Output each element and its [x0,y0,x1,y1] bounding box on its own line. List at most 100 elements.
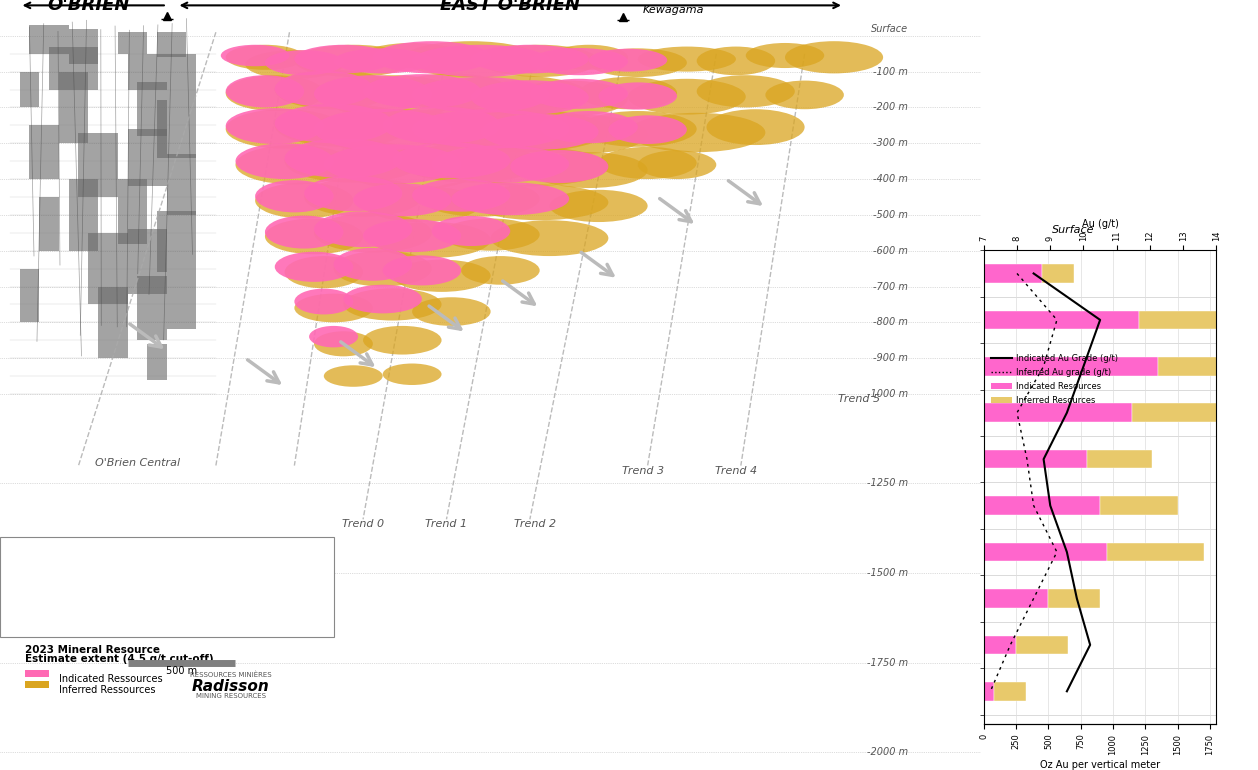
Text: Trend 3: Trend 3 [621,466,664,476]
Bar [1048,589,1101,608]
Bar [984,543,1107,561]
Ellipse shape [530,152,648,188]
Text: Trend 4: Trend 4 [715,466,757,476]
Ellipse shape [638,46,736,72]
Ellipse shape [284,256,364,288]
Ellipse shape [343,285,421,313]
Bar [1159,357,1258,376]
Bar [157,211,196,272]
Ellipse shape [235,143,333,179]
Bar [984,497,1101,515]
Bar [1016,635,1068,654]
Ellipse shape [431,75,589,115]
Bar [69,28,98,65]
Ellipse shape [530,79,628,109]
Ellipse shape [413,77,550,113]
Bar [127,54,167,89]
Bar [137,82,167,136]
Text: O'Brien Central: O'Brien Central [94,458,180,468]
Bar [25,681,49,688]
X-axis label: Au (g/t): Au (g/t) [1082,219,1118,229]
Text: Estimate extent (4.5 g/t cut-off): Estimate extent (4.5 g/t cut-off) [25,654,213,664]
Text: EAST O'BRIEN: EAST O'BRIEN [440,0,580,15]
Ellipse shape [364,326,442,354]
Ellipse shape [421,181,540,216]
Bar [984,310,1138,330]
Ellipse shape [470,185,609,220]
Ellipse shape [304,177,421,216]
Ellipse shape [382,256,462,286]
Ellipse shape [265,50,343,75]
Ellipse shape [314,331,372,357]
Ellipse shape [403,143,540,182]
Ellipse shape [294,45,413,77]
Ellipse shape [392,142,511,179]
Bar [1138,310,1255,330]
Text: -200 m: -200 m [873,102,908,112]
Ellipse shape [304,176,403,211]
Bar [25,671,49,677]
Ellipse shape [294,45,392,73]
Ellipse shape [372,222,491,258]
Text: Trend 0: Trend 0 [342,519,384,529]
Ellipse shape [314,75,431,112]
Bar [20,269,39,323]
Ellipse shape [364,74,481,109]
Ellipse shape [403,41,540,77]
Ellipse shape [294,289,353,314]
Ellipse shape [431,146,569,182]
Ellipse shape [746,43,824,68]
Text: -400 m: -400 m [873,174,908,184]
Bar [69,179,98,251]
Ellipse shape [392,259,491,292]
Ellipse shape [765,81,844,109]
Text: Radisson: Radisson [191,679,269,694]
Ellipse shape [628,79,746,115]
Ellipse shape [364,186,481,222]
Ellipse shape [323,365,382,387]
Ellipse shape [364,43,462,68]
Bar [984,589,1048,608]
Bar [167,272,196,330]
Bar [147,344,167,380]
Bar [59,72,88,143]
Ellipse shape [442,219,540,251]
Bar [994,682,1027,701]
Bar [39,197,59,251]
Text: -1750 m: -1750 m [867,658,908,668]
Ellipse shape [274,252,353,282]
Text: -800 m: -800 m [873,317,908,327]
Ellipse shape [225,75,304,108]
Ellipse shape [343,288,442,320]
Ellipse shape [599,82,677,109]
Text: Kewagama: Kewagama [643,5,704,15]
Text: -1500 m: -1500 m [867,568,908,578]
Ellipse shape [609,116,687,144]
Ellipse shape [323,75,462,118]
Ellipse shape [323,144,462,184]
Bar [984,635,1016,654]
Ellipse shape [274,70,392,109]
Ellipse shape [333,248,413,281]
Ellipse shape [511,81,628,116]
Bar [29,25,69,54]
Bar [984,682,994,701]
Bar [984,264,1042,283]
Ellipse shape [511,115,648,154]
Ellipse shape [284,139,421,182]
Ellipse shape [599,147,697,179]
Text: Surface: Surface [1052,225,1094,235]
FancyBboxPatch shape [0,537,333,638]
Text: RESSOURCES MINIÈRES: RESSOURCES MINIÈRES [190,671,272,678]
Bar [29,126,59,179]
Text: Trend 5: Trend 5 [838,394,879,404]
Ellipse shape [550,190,648,222]
Ellipse shape [697,46,775,75]
Ellipse shape [481,114,599,149]
Ellipse shape [225,109,343,149]
Ellipse shape [274,104,413,147]
Bar [137,276,167,340]
Ellipse shape [481,45,599,77]
Ellipse shape [431,109,609,152]
Ellipse shape [470,80,589,115]
